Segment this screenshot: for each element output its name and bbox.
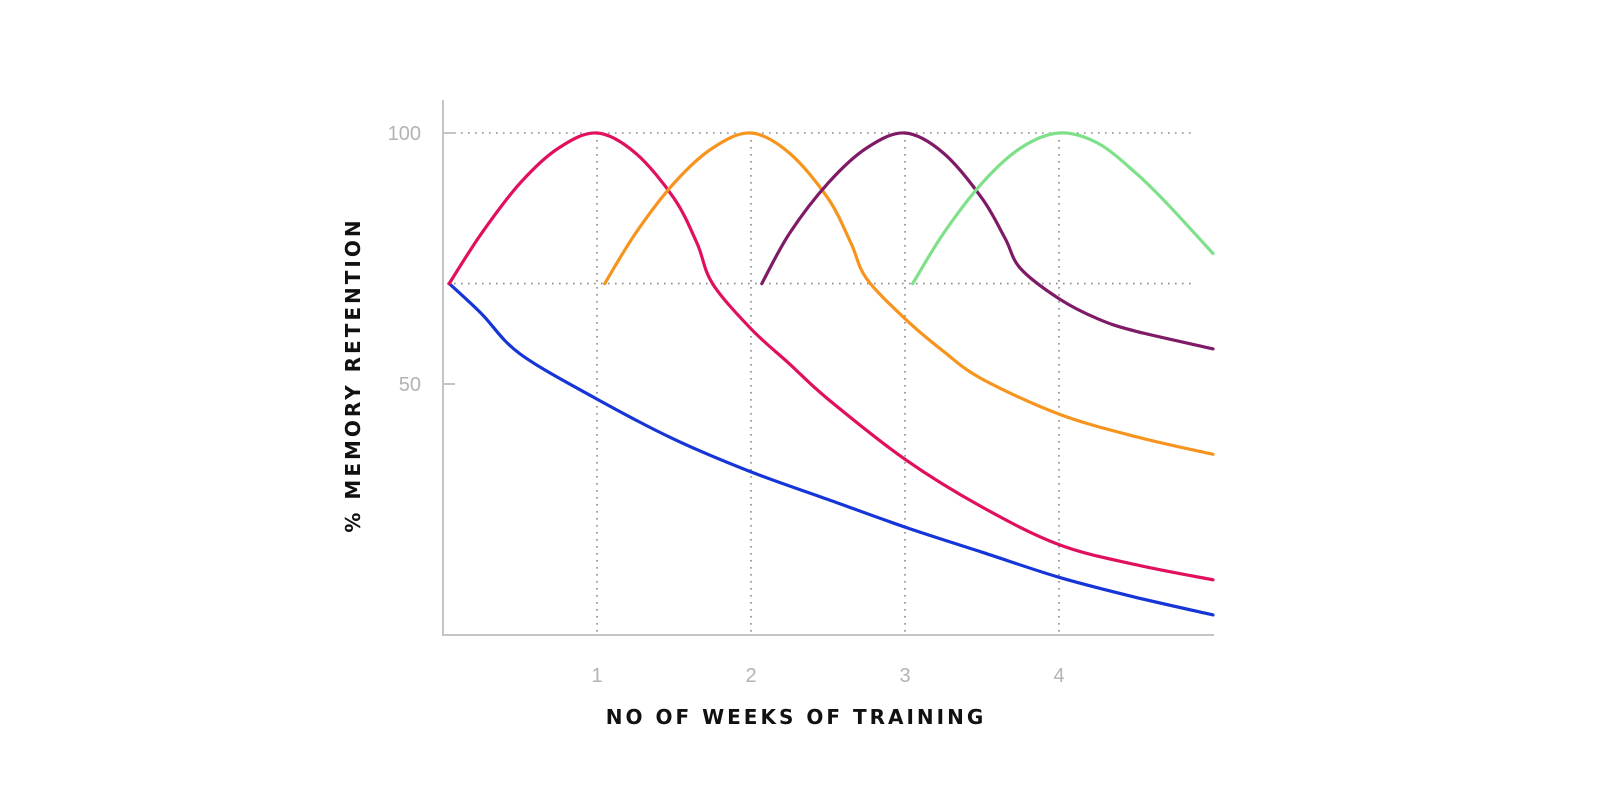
series-line-2 xyxy=(447,131,1215,582)
x-tick-label-1: 1 xyxy=(591,665,602,687)
series-layer xyxy=(447,131,1215,617)
grid-layer xyxy=(447,132,1195,633)
axes-layer xyxy=(442,100,1214,636)
series-line-4 xyxy=(760,131,1215,351)
series-line-1 xyxy=(447,282,1215,617)
series-line-5 xyxy=(911,131,1215,286)
x-tick-label-4: 4 xyxy=(1053,665,1064,687)
x-tick-label-2: 2 xyxy=(745,665,756,687)
y-axis-title: % MEMORY RETENTION xyxy=(341,217,365,532)
series-line-3 xyxy=(603,131,1215,456)
y-tick-label-50: 50 xyxy=(399,374,421,396)
ticks-layer: 50 100 1 2 3 4 xyxy=(388,123,1065,687)
x-axis-title: NO OF WEEKS OF TRAINING xyxy=(606,705,987,729)
x-tick-label-3: 3 xyxy=(899,665,910,687)
y-tick-label-100: 100 xyxy=(388,123,421,145)
